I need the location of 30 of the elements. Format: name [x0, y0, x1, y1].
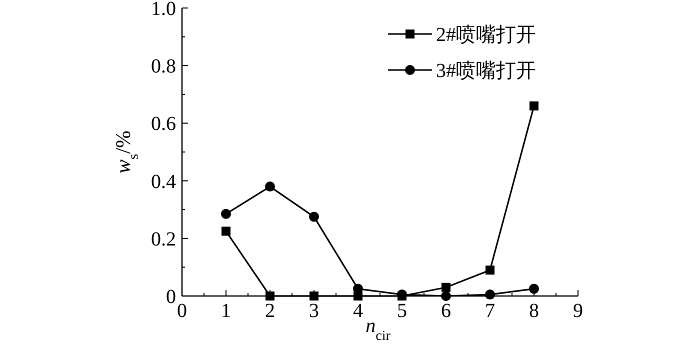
legend-label: 3#喷嘴打开 — [436, 60, 536, 82]
point — [310, 292, 318, 300]
point — [530, 101, 538, 110]
x-tick-label: 8 — [529, 300, 539, 322]
point — [266, 292, 274, 300]
point — [486, 266, 494, 275]
y-tick-label: 1.0 — [151, 0, 176, 20]
legend-label: 2#喷嘴打开 — [436, 24, 536, 46]
point — [441, 291, 451, 301]
y-tick-label: 0.8 — [151, 56, 176, 78]
point — [265, 182, 275, 192]
y-tick-label: 0 — [166, 286, 176, 308]
point — [529, 284, 539, 294]
y-tick-label: 0.4 — [151, 170, 176, 193]
x-tick-label: 4 — [353, 300, 363, 322]
point — [221, 208, 231, 219]
y-tick-label: 0.6 — [151, 113, 176, 136]
point — [309, 212, 319, 222]
x-tick-label: 3 — [309, 300, 319, 322]
point — [222, 226, 230, 236]
x-tick-label: 7 — [485, 300, 495, 322]
x-tick-label: 1 — [221, 300, 231, 322]
x-tick-label: 2 — [265, 300, 275, 322]
x-tick-label: 9 — [573, 300, 583, 322]
x-tick-label: 5 — [397, 300, 407, 322]
point — [485, 290, 495, 300]
x-tick-label: 6 — [441, 300, 451, 322]
point — [442, 282, 450, 292]
y-tick-label: 0.2 — [151, 228, 176, 250]
x-axis-title: n$_{cir}$ — [366, 315, 391, 344]
